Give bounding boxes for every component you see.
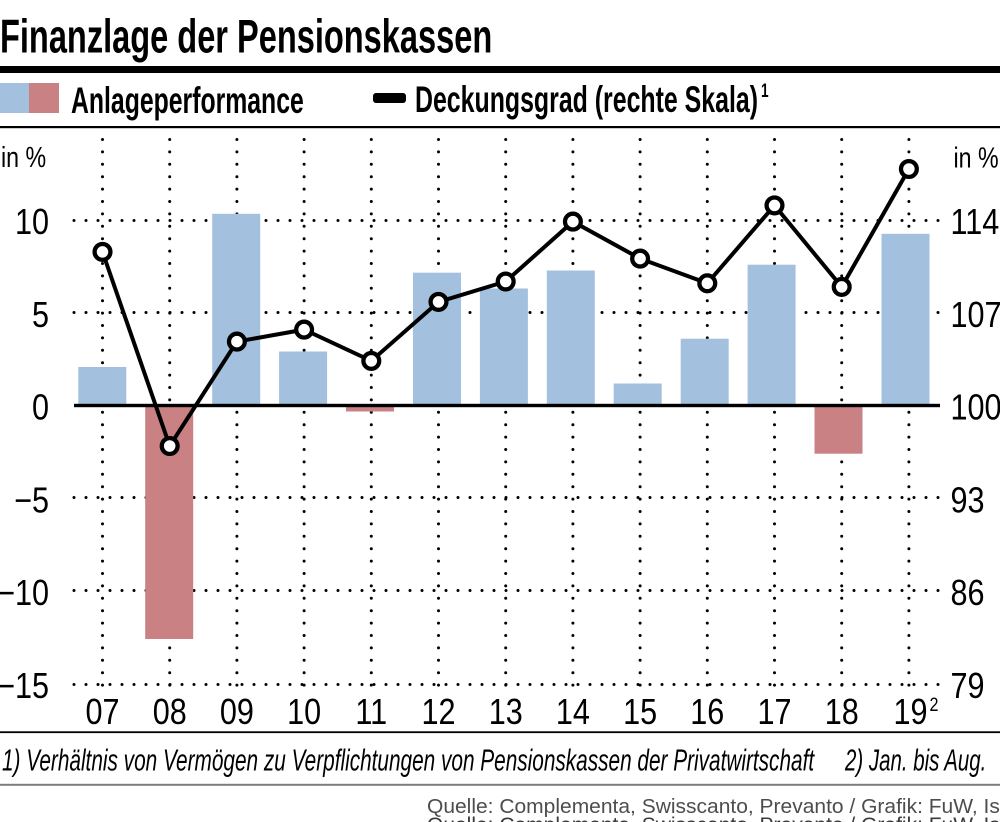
svg-text:−15: −15 (0, 667, 49, 707)
svg-text:5: 5 (32, 296, 49, 336)
svg-text:11: 11 (355, 693, 387, 733)
svg-text:100: 100 (951, 388, 1000, 428)
svg-text:−10: −10 (0, 574, 49, 614)
svg-text:93: 93 (951, 481, 985, 521)
svg-text:18: 18 (825, 693, 859, 733)
svg-text:17: 17 (757, 693, 791, 733)
svg-text:10: 10 (287, 693, 321, 733)
svg-text:Deckungsgrad (rechte Skala): Deckungsgrad (rechte Skala) (415, 78, 758, 120)
svg-text:1: 1 (761, 80, 769, 102)
svg-text:08: 08 (153, 693, 187, 733)
svg-text:12: 12 (421, 693, 455, 733)
svg-text:14: 14 (556, 693, 590, 733)
svg-text:1) Verhältnis von Vermögen zu: 1) Verhältnis von Vermögen zu Verpflicht… (2, 742, 815, 777)
svg-text:13: 13 (489, 693, 523, 733)
svg-text:−5: −5 (14, 481, 49, 521)
svg-text:Anlageperformance: Anlageperformance (71, 79, 304, 121)
svg-text:114: 114 (951, 203, 1000, 243)
svg-text:107: 107 (951, 296, 1000, 336)
svg-text:10: 10 (15, 203, 49, 243)
svg-text:in %: in % (1, 140, 46, 173)
svg-text:0: 0 (32, 388, 49, 428)
svg-text:16: 16 (690, 693, 724, 733)
svg-text:15: 15 (623, 693, 657, 733)
svg-text:2: 2 (930, 694, 939, 716)
svg-text:86: 86 (951, 574, 985, 614)
svg-text:19: 19 (893, 693, 927, 733)
svg-text:79: 79 (951, 667, 985, 707)
svg-text:Quelle: Complementa, Swisscant: Quelle: Complementa, Swisscanto, Prevant… (427, 814, 1000, 822)
svg-text:in %: in % (954, 141, 999, 174)
svg-text:Quelle: Complementa, Swisscant: Quelle: Complementa, Swisscanto, Prevant… (427, 795, 1000, 817)
svg-text:07: 07 (85, 693, 119, 733)
svg-text:Finanzlage der Pensionskassen: Finanzlage der Pensionskassen (0, 9, 492, 62)
svg-text:09: 09 (220, 693, 254, 733)
svg-text:2) Jan. bis Aug.: 2) Jan. bis Aug. (844, 742, 986, 777)
